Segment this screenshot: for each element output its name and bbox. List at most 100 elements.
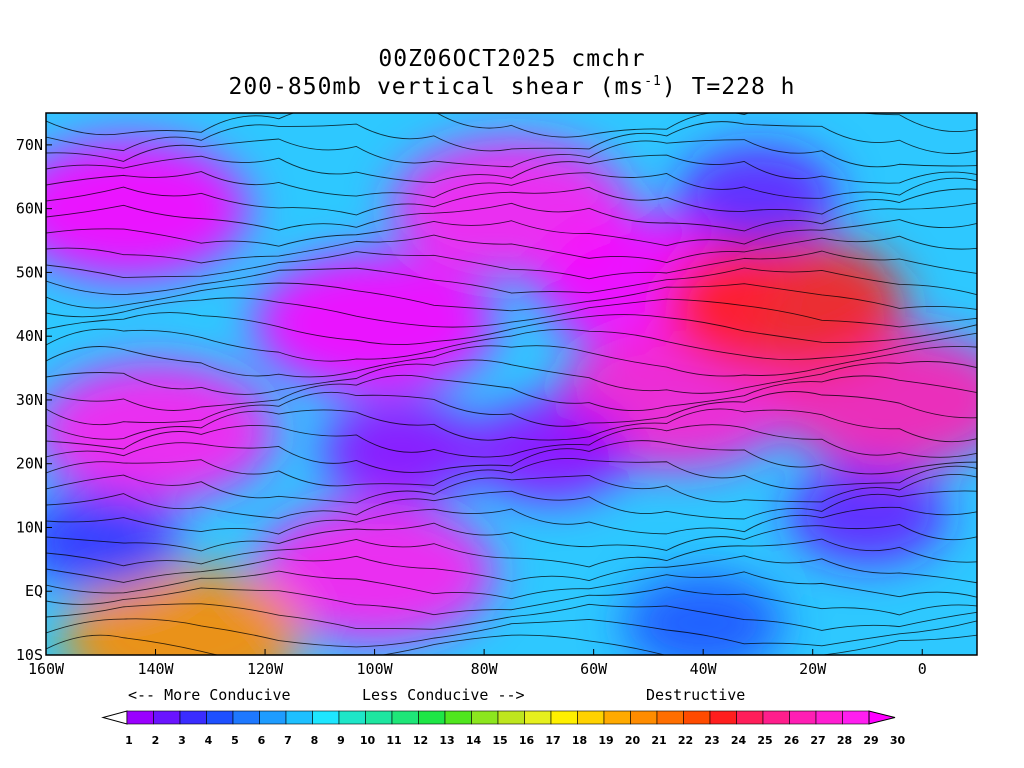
colorbar-label: 16 (519, 734, 535, 747)
streamline (46, 570, 977, 600)
streamline (46, 202, 977, 232)
colorbar-swatch (524, 710, 552, 725)
colorbar-swatch (126, 710, 154, 725)
lat-tick-label: 60N (16, 200, 43, 218)
legend-destructive: Destructive (646, 686, 746, 704)
streamline (46, 121, 977, 154)
colorbar-label: 5 (231, 734, 239, 747)
streamline (46, 603, 977, 631)
plot-frame (45, 112, 978, 656)
lon-tick-label: 80W (471, 660, 499, 678)
colorbar-swatch (736, 710, 764, 725)
streamline (46, 555, 977, 584)
colorbar-swatch (285, 710, 313, 725)
colorbar-swatch (656, 710, 684, 725)
shear-maximum (46, 361, 276, 502)
streamline (46, 618, 977, 648)
colorbar-swatch (179, 710, 207, 725)
streamline (46, 440, 977, 475)
colorbar-label: 28 (837, 734, 852, 747)
lon-tick-label: 60W (580, 660, 608, 678)
colorbar-swatch (603, 710, 631, 725)
colorbar-label: 15 (492, 734, 507, 747)
lat-tick-label: 50N (16, 263, 43, 281)
colorbar-label: 25 (757, 734, 772, 747)
colorbar-label: 11 (386, 734, 401, 747)
colorbar-swatch (338, 710, 366, 725)
shear-field (46, 138, 977, 655)
colorbar-label: 8 (311, 734, 319, 747)
colorbar-swatch (259, 710, 287, 725)
colorbar-label: 30 (890, 734, 906, 747)
streamline (46, 522, 977, 552)
colorbar-swatch (153, 710, 181, 725)
colorbar-swatch (762, 710, 790, 725)
streamline (46, 113, 977, 138)
shear-minimum (787, 464, 948, 565)
axis-ticks: 160W 140W 120W 100W 80W 60W 40W 20W 0 70N 60N 50N 40… (16, 136, 927, 678)
lat-tick-label: 10N (16, 518, 43, 536)
colorbar-label: 2 (152, 734, 160, 747)
lon-tick-label: 40W (690, 660, 718, 678)
streamline (46, 234, 977, 264)
colorbar-swatch (789, 710, 817, 725)
streamline (46, 457, 977, 490)
streamline (46, 186, 977, 216)
streamline (46, 328, 977, 362)
colorbar-label: 24 (731, 734, 747, 747)
streamline (46, 359, 977, 395)
streamline (46, 138, 977, 168)
streamline (46, 538, 977, 568)
colorbar-label: 9 (337, 734, 345, 747)
colorbar-swatch (312, 710, 340, 725)
lon-tick-label: 100W (357, 660, 394, 678)
map-subtitle: 200-850mb vertical shear (ms-1) T=228 h (0, 74, 1024, 100)
lat-tick-label: 10S (16, 646, 43, 664)
shear-minimum (623, 573, 784, 655)
streamline (46, 297, 977, 328)
streamline (46, 171, 977, 199)
streamline (46, 391, 977, 427)
colorbar-swatch (232, 710, 260, 725)
shear-minimum (46, 490, 181, 591)
lat-tick-label: EQ (25, 582, 43, 600)
streamline (46, 473, 977, 504)
colorbar-label: 27 (810, 734, 825, 747)
colorbar-label: 7 (284, 734, 292, 747)
colorbar-label: 20 (625, 734, 641, 747)
colorbar-swatch (815, 710, 843, 725)
colorbar-label: 4 (205, 734, 213, 747)
colorbar-label: 22 (678, 734, 693, 747)
colorbar-label: 19 (598, 734, 613, 747)
streamline (46, 282, 977, 312)
streamline (46, 267, 977, 296)
streamline (46, 490, 977, 520)
shear-maximum (254, 253, 495, 394)
colorbar-swatch (444, 710, 472, 725)
colorbar-swatch (206, 710, 234, 725)
lon-tick-label: 160W (28, 660, 65, 678)
colorbar-label: 3 (178, 734, 186, 747)
colorbar-label: 12 (413, 734, 428, 747)
legend-more-conducive: <-- More Conducive (128, 686, 291, 704)
colorbar-label: 26 (784, 734, 800, 747)
colorbar-arrow-high (868, 710, 896, 725)
colorbar-swatch (497, 710, 525, 725)
colorbar-label: 18 (572, 734, 587, 747)
colorbar-swatch (630, 710, 658, 725)
shear-maximum (46, 138, 249, 279)
lon-tick-label: 0 (918, 660, 927, 678)
colorbar-label: 10 (360, 734, 376, 747)
streamline (46, 345, 977, 378)
colorbar-swatch (577, 710, 605, 725)
streamline (46, 374, 977, 412)
streamline (46, 506, 977, 535)
lat-tick-label: 40N (16, 327, 43, 345)
subtitle-suffix: ) T=228 h (661, 74, 796, 100)
colorbar-swatch (471, 710, 499, 725)
lat-tick-label: 20N (16, 455, 43, 473)
colorbar-label: 13 (439, 734, 454, 747)
lon-tick-label: 120W (247, 660, 284, 678)
